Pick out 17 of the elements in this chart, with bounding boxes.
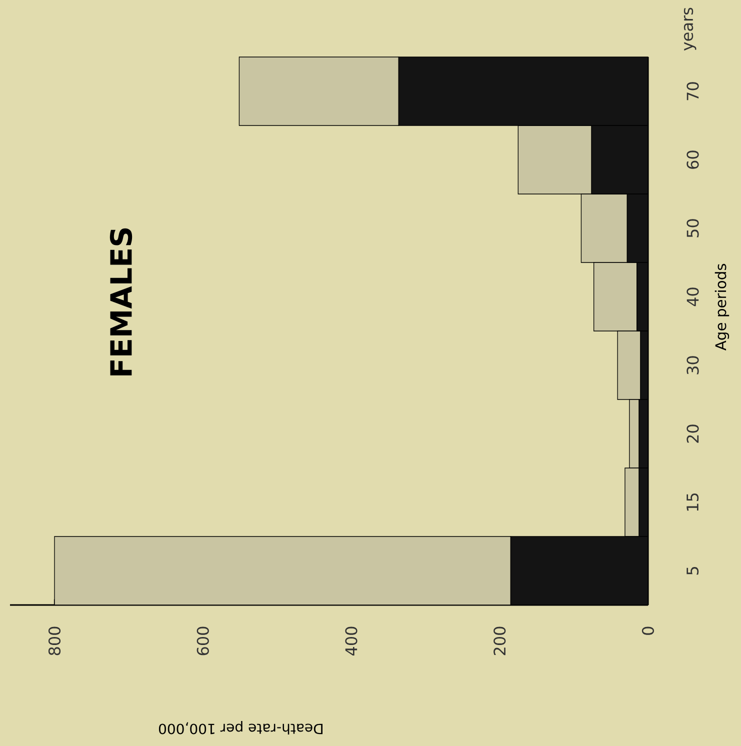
y-axis-title: Age periods — [714, 264, 730, 350]
y-tick-label: 5 — [686, 567, 699, 575]
x-axis-title: Death-rate per 100,000 — [158, 720, 322, 735]
text: FEMALES — [110, 228, 132, 376]
y-tick-label: 20 — [686, 424, 699, 443]
y-tick-label: 40 — [686, 288, 699, 306]
y-tick-label: 30 — [686, 356, 699, 374]
x-tick-label: 800 — [48, 626, 61, 656]
x-tick-label: 400 — [345, 626, 358, 656]
y-tick-label: 60 — [686, 150, 699, 169]
y-tick-label: 70 — [686, 82, 699, 100]
x-tick-label: 0 — [642, 626, 654, 635]
x-tick-label: 600 — [196, 626, 209, 656]
y-tick-label: 50 — [686, 219, 699, 238]
y-tick-label: 15 — [686, 493, 699, 511]
text: years — [684, 8, 696, 51]
x-tick-label: 200 — [494, 626, 506, 656]
